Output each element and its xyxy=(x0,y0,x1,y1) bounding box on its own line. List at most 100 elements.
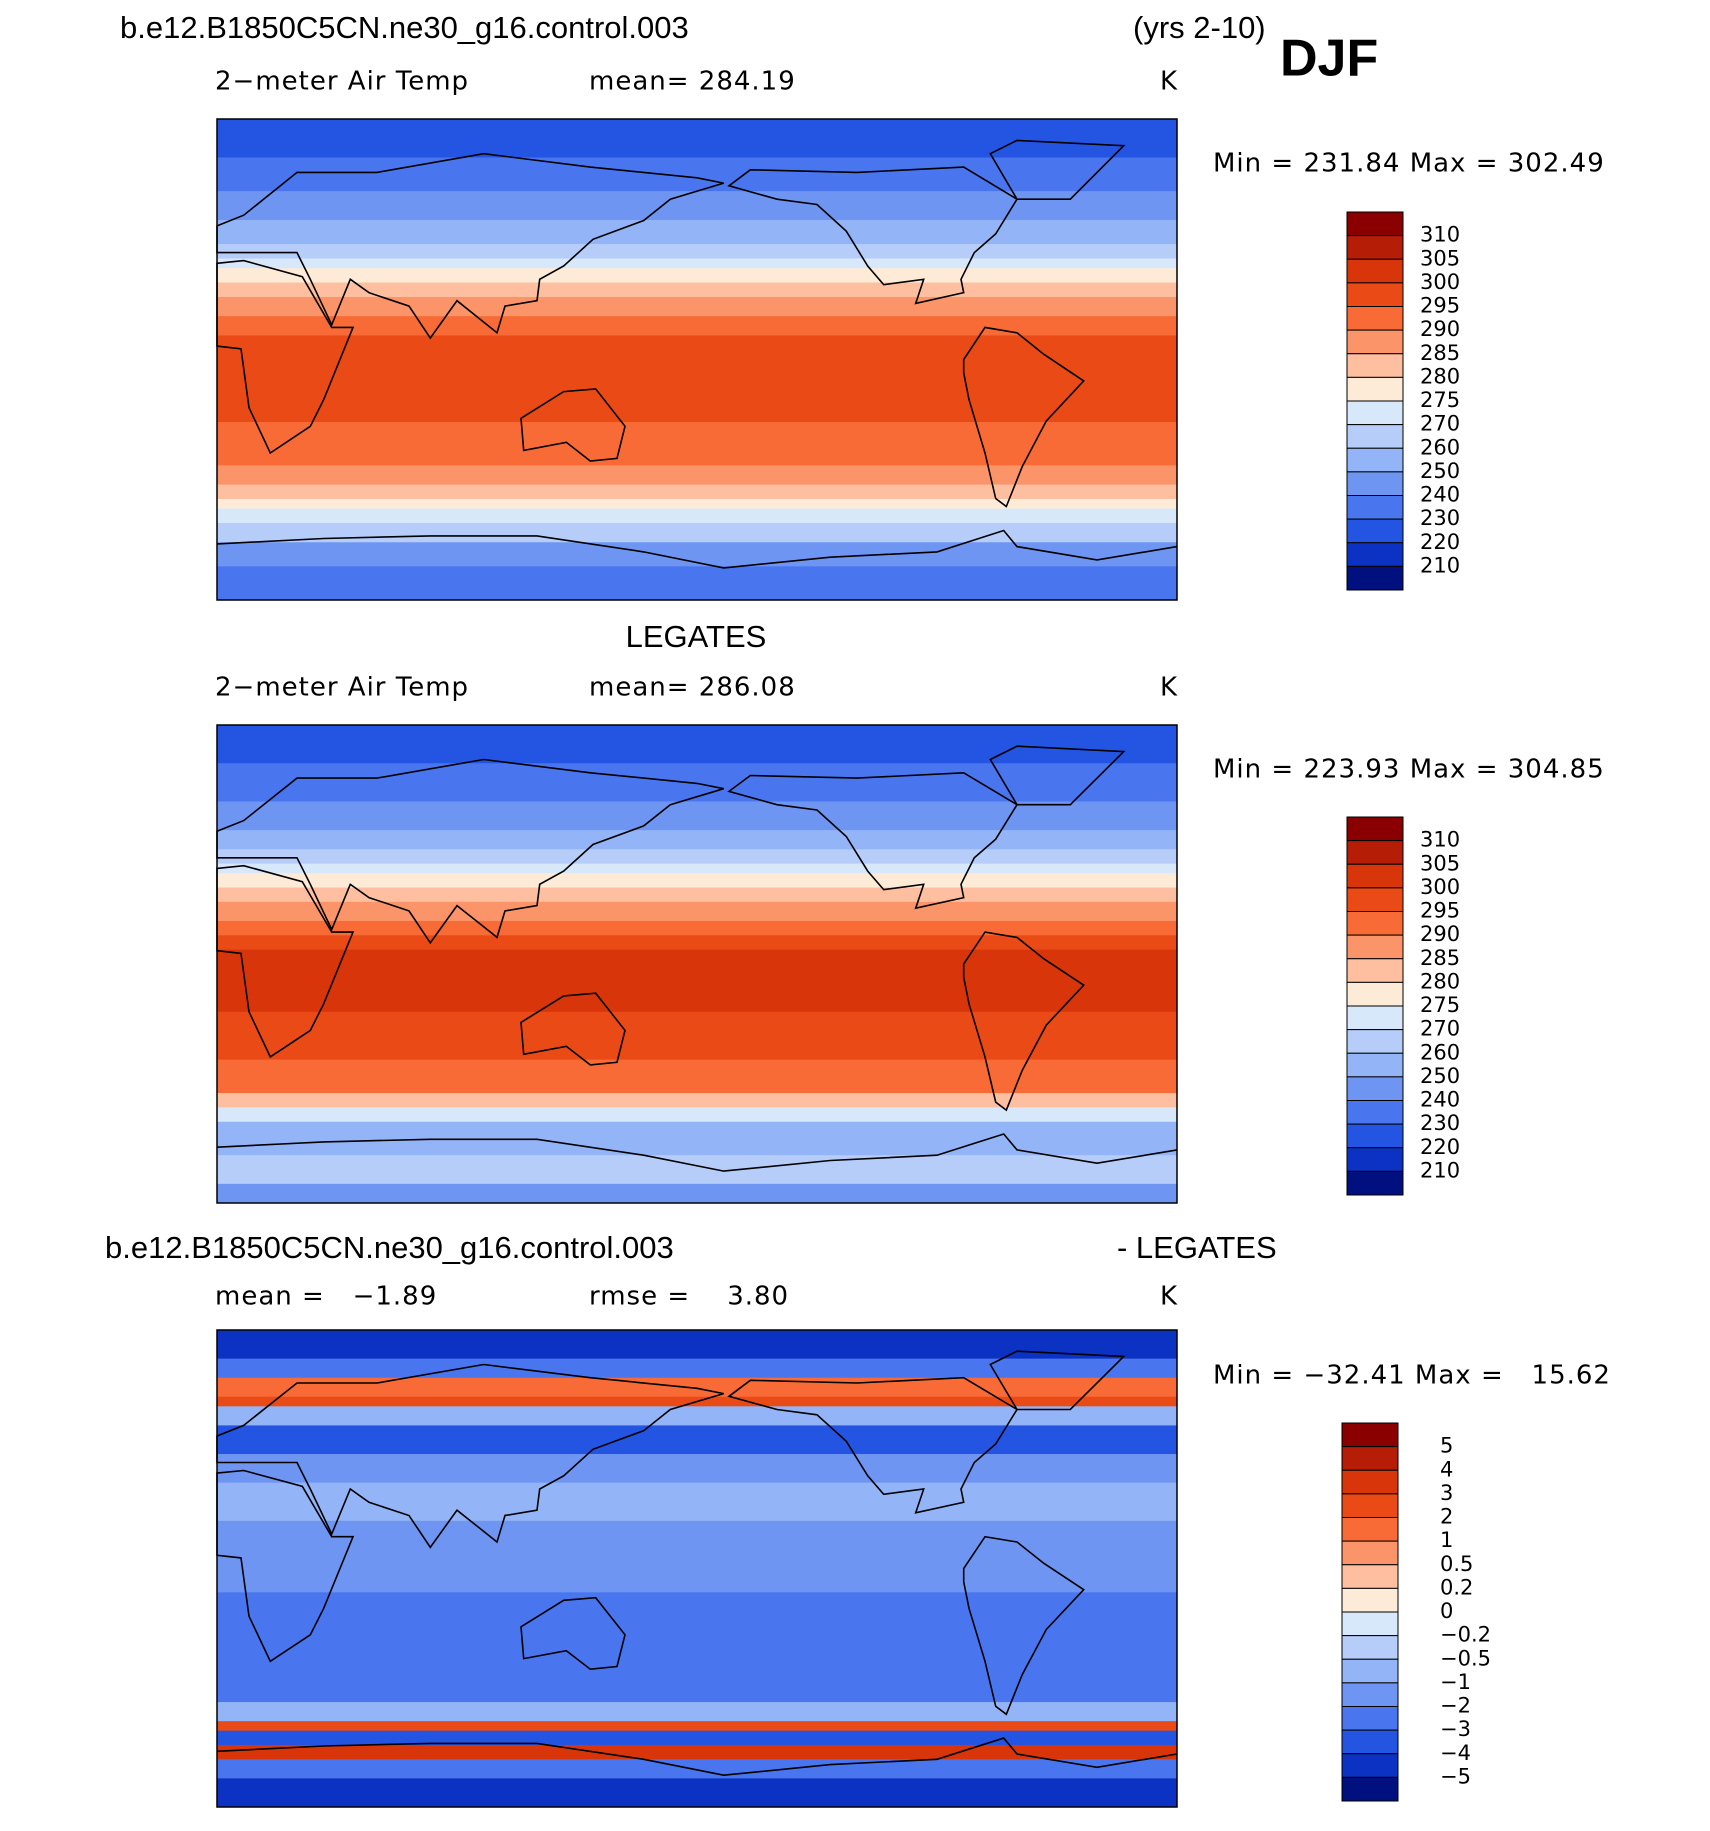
colorbar-box xyxy=(1346,329,1404,355)
colorbar-label: 240 xyxy=(1420,483,1460,507)
colorbar-box xyxy=(1346,258,1404,284)
colorbar-box xyxy=(1346,1052,1404,1078)
colorbar-label: 275 xyxy=(1420,388,1460,412)
colorbar-label: 310 xyxy=(1420,223,1460,247)
colorbar-label: −4 xyxy=(1440,1741,1471,1765)
colorbar-box xyxy=(1341,1587,1399,1613)
coastline xyxy=(216,758,724,945)
colorbar-label: 270 xyxy=(1420,412,1460,436)
map-band xyxy=(217,268,1177,284)
colorbar-label: −0.5 xyxy=(1440,1646,1491,1670)
colorbar-box xyxy=(1346,565,1404,591)
map-band xyxy=(217,296,1177,317)
colorbar-label: 280 xyxy=(1420,969,1460,993)
colorbar-box xyxy=(1346,495,1404,520)
map-band xyxy=(217,566,1177,601)
variable-label: 2−meter Air Temp xyxy=(215,673,469,703)
units-label: K xyxy=(1160,673,1178,703)
colorbar-box xyxy=(1346,424,1404,449)
coastline xyxy=(216,529,1178,569)
map-band xyxy=(217,1425,1177,1455)
coastline xyxy=(216,259,355,455)
map-band xyxy=(217,1121,1177,1156)
colorbar-box xyxy=(1341,1753,1399,1778)
colorbar-label: 1 xyxy=(1440,1528,1453,1552)
map-band xyxy=(217,1093,1177,1108)
coastline xyxy=(989,1350,1126,1411)
rmse-label: rmse = 3.80 xyxy=(589,1282,789,1312)
colorbar-label: −3 xyxy=(1440,1717,1471,1741)
colorbar-label: 0 xyxy=(1440,1599,1453,1623)
case-title: b.e12.B1850C5CN.ne30_g16.control.003 xyxy=(120,10,689,45)
colorbar-label: 285 xyxy=(1420,341,1460,365)
coastline xyxy=(520,388,626,462)
panel-title: - LEGATES xyxy=(1117,1230,1277,1265)
colorbar-box xyxy=(1346,542,1404,567)
colorbar-box xyxy=(1341,1635,1399,1660)
colorbar-box xyxy=(1341,1658,1399,1684)
map-band xyxy=(217,863,1177,874)
map-band xyxy=(217,1011,1177,1061)
colorbar-label: 220 xyxy=(1420,530,1460,554)
colorbar-label: 0.2 xyxy=(1440,1575,1473,1599)
map-band xyxy=(217,1377,1177,1398)
colorbar-label: 230 xyxy=(1420,506,1460,530)
colorbar-label: 300 xyxy=(1420,875,1460,899)
colorbar-label: 210 xyxy=(1420,1158,1460,1182)
coastline xyxy=(989,139,1126,200)
map-band xyxy=(217,849,1177,865)
colorbar-label: 290 xyxy=(1420,922,1460,946)
colorbar-label: 300 xyxy=(1420,270,1460,294)
colorbar-label: 4 xyxy=(1440,1457,1453,1481)
map-band xyxy=(217,1059,1177,1094)
colorbar-label: 285 xyxy=(1420,946,1460,970)
map-band xyxy=(217,523,1177,543)
colorbar-box xyxy=(1346,471,1404,496)
coastline xyxy=(727,771,1019,910)
mean-label: mean = −1.89 xyxy=(215,1282,437,1312)
coastline xyxy=(727,166,1019,305)
coastline xyxy=(216,864,355,1059)
coastline xyxy=(520,992,626,1066)
colorbar-box xyxy=(1341,1446,1399,1471)
colorbar-box xyxy=(1346,1076,1404,1101)
coastline xyxy=(727,1376,1019,1514)
map-band xyxy=(217,157,1177,192)
colorbar-label: −1 xyxy=(1440,1670,1471,1694)
colorbar-label: 210 xyxy=(1420,553,1460,577)
colorbar-label: 240 xyxy=(1420,1088,1460,1112)
colorbar-box xyxy=(1346,887,1404,912)
map-band xyxy=(217,498,1177,510)
map-frame xyxy=(216,1329,1178,1808)
map-band xyxy=(217,1778,1177,1808)
colorbar-label: −0.2 xyxy=(1440,1623,1491,1647)
season: DJF xyxy=(1280,30,1378,88)
coastline xyxy=(520,1596,626,1671)
colorbar-box xyxy=(1346,981,1404,1007)
map-band xyxy=(217,508,1177,524)
colorbar-label: 260 xyxy=(1420,435,1460,459)
colorbar-label: 290 xyxy=(1420,317,1460,341)
map-band xyxy=(217,1406,1177,1426)
map-band xyxy=(217,1721,1177,1732)
map-band xyxy=(217,1183,1177,1204)
map xyxy=(216,724,1178,1204)
colorbar-label: 295 xyxy=(1420,899,1460,923)
colorbar-box xyxy=(1346,211,1404,237)
coastline xyxy=(216,1133,1178,1172)
map-band xyxy=(217,422,1177,466)
colorbar-label: −5 xyxy=(1440,1764,1471,1788)
colorbar-box xyxy=(1341,1682,1399,1707)
coastline xyxy=(216,1737,1178,1777)
map-band xyxy=(217,935,1177,951)
mean-label: mean= 284.19 xyxy=(589,67,796,97)
map-band xyxy=(217,1155,1177,1185)
map-band xyxy=(217,887,1177,903)
colorbar-box xyxy=(1341,1469,1399,1495)
colorbar-label: 220 xyxy=(1420,1135,1460,1159)
colorbar-box xyxy=(1346,958,1404,983)
colorbar-box xyxy=(1346,863,1404,889)
colorbar-box xyxy=(1341,1517,1399,1542)
colorbar-box xyxy=(1341,1611,1399,1637)
colorbar-box xyxy=(1341,1729,1399,1755)
